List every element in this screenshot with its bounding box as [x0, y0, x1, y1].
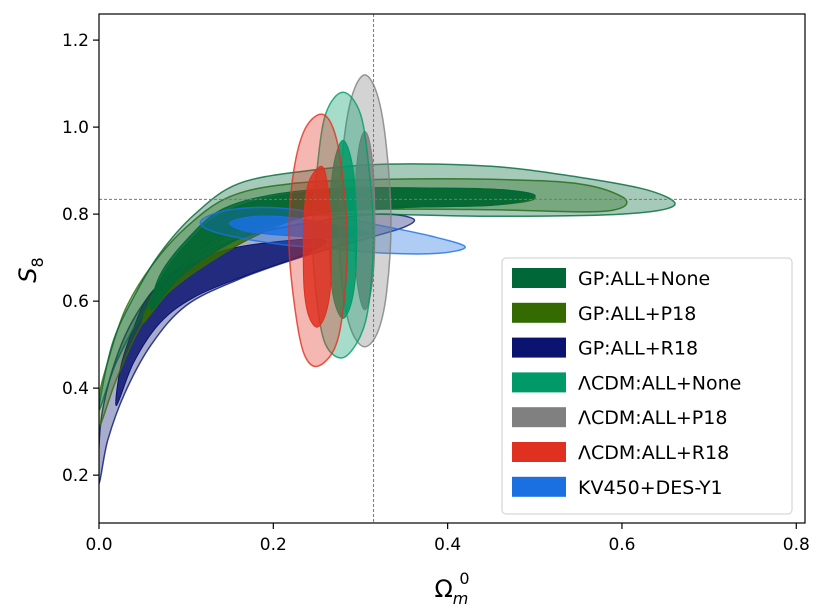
y-axis-label-sub: 8	[28, 257, 47, 267]
y-tick-label: 0.6	[62, 292, 89, 312]
legend-label-gp-all-none: GP:ALL+None	[578, 268, 710, 290]
legend-swatch-lambdacdm-all-r18	[512, 442, 566, 462]
legend-label-kv450-des-y1: KV450+DES-Y1	[578, 477, 723, 499]
x-axis-label-sub: m	[453, 589, 469, 608]
legend-label-lambdacdm-all-p18: ΛCDM:ALL+P18	[578, 407, 727, 429]
y-tick-label: 1.0	[62, 118, 89, 138]
contour-1sigma-lambdacdm-all-r18	[302, 165, 332, 328]
x-tick-label: 0.0	[85, 535, 112, 555]
y-tick-label: 0.8	[62, 205, 89, 225]
legend: GP:ALL+None GP:ALL+P18 GP:ALL+R18 ΛCDM:ALL+…	[501, 257, 793, 515]
y-tick-label: 1.2	[62, 31, 89, 51]
y-axis-label: S8	[14, 257, 47, 282]
y-axis: 0.2 0.4 0.6 0.8 1.0 1.2	[62, 31, 99, 486]
legend-swatch-kv450-des-y1	[512, 476, 566, 497]
legend-swatch-gp-all-r18	[512, 337, 566, 358]
x-tick-label: 0.2	[260, 535, 287, 555]
x-axis-label-sup: 0	[459, 569, 469, 588]
x-tick-label: 0.4	[434, 535, 461, 555]
legend-swatch-lambdacdm-all-p18	[512, 407, 566, 428]
x-axis-label: Ωm0	[434, 569, 469, 608]
contour-1sigma-lambdacdm-all-none	[328, 139, 358, 320]
legend-swatch-gp-all-p18	[512, 302, 566, 323]
legend-label-lambdacdm-all-r18: ΛCDM:ALL+R18	[578, 442, 729, 464]
y-tick-label: 0.2	[62, 466, 89, 486]
x-tick-label: 0.8	[783, 535, 810, 555]
y-tick-label: 0.4	[62, 379, 89, 399]
x-axis: 0.0 0.2 0.4 0.6 0.8	[85, 523, 810, 555]
legend-label-gp-all-r18: GP:ALL+R18	[578, 338, 698, 360]
x-tick-label: 0.6	[608, 535, 635, 555]
plot-frame	[98, 13, 806, 524]
legend-box	[501, 257, 793, 515]
legend-label-gp-all-p18: GP:ALL+P18	[578, 303, 696, 325]
legend-label-lambdacdm-all-none: ΛCDM:ALL+None	[578, 372, 741, 394]
legend-swatch-gp-all-none	[512, 268, 566, 288]
legend-swatch-lambdacdm-all-none	[512, 372, 566, 393]
contour-layer	[99, 74, 676, 485]
